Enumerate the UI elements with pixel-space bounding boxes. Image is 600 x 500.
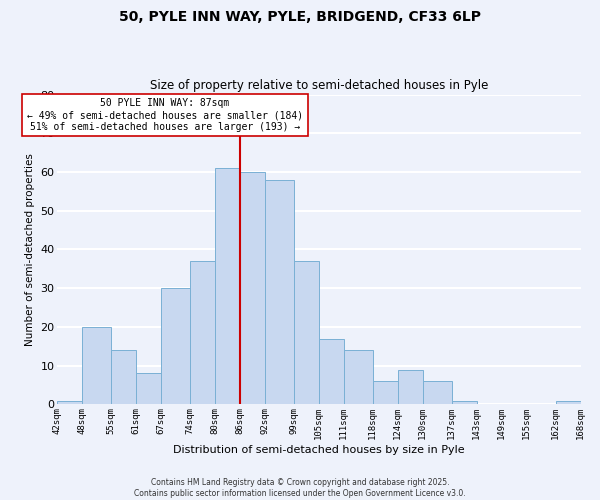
Y-axis label: Number of semi-detached properties: Number of semi-detached properties <box>25 153 35 346</box>
Bar <box>398 370 422 404</box>
Bar <box>265 180 294 404</box>
Bar <box>82 327 111 404</box>
Bar <box>373 381 398 404</box>
Bar <box>57 400 82 404</box>
Text: 50 PYLE INN WAY: 87sqm
← 49% of semi-detached houses are smaller (184)
51% of se: 50 PYLE INN WAY: 87sqm ← 49% of semi-det… <box>27 98 303 132</box>
Bar <box>111 350 136 405</box>
X-axis label: Distribution of semi-detached houses by size in Pyle: Distribution of semi-detached houses by … <box>173 445 464 455</box>
Bar <box>344 350 373 405</box>
Bar <box>319 338 344 404</box>
Bar <box>452 400 476 404</box>
Bar <box>294 261 319 404</box>
Bar <box>240 172 265 404</box>
Text: 50, PYLE INN WAY, PYLE, BRIDGEND, CF33 6LP: 50, PYLE INN WAY, PYLE, BRIDGEND, CF33 6… <box>119 10 481 24</box>
Title: Size of property relative to semi-detached houses in Pyle: Size of property relative to semi-detach… <box>149 79 488 92</box>
Bar <box>215 168 240 404</box>
Bar <box>422 381 452 404</box>
Bar <box>190 261 215 404</box>
Bar <box>161 288 190 405</box>
Bar <box>136 374 161 404</box>
Text: Contains HM Land Registry data © Crown copyright and database right 2025.
Contai: Contains HM Land Registry data © Crown c… <box>134 478 466 498</box>
Bar <box>556 400 581 404</box>
